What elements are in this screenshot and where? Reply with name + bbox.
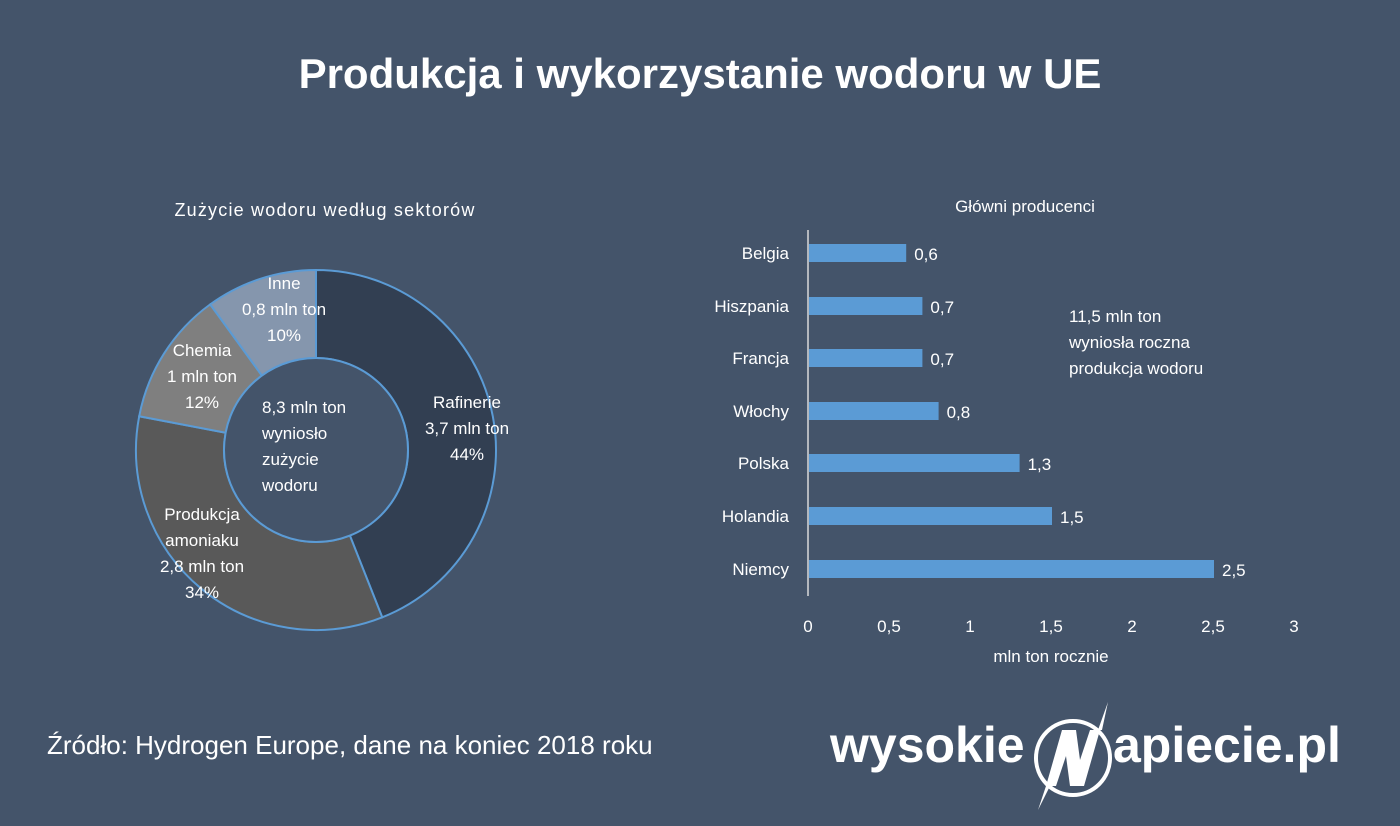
label-amoniak: Produkcja — [164, 505, 240, 524]
category-label: Hiszpania — [714, 297, 789, 316]
label-amoniak-value: 2,8 mln ton — [160, 557, 244, 576]
label-inne-value: 0,8 mln ton — [242, 300, 326, 319]
bar-polska — [809, 454, 1020, 472]
category-label: Belgia — [742, 244, 790, 263]
bar-niemcy — [809, 560, 1214, 578]
lightning-n-circle-icon — [1034, 702, 1112, 810]
label-chemia: Chemia — [173, 341, 232, 360]
x-tick-label: 3 — [1289, 617, 1298, 636]
label-inne: Inne — [267, 274, 300, 293]
label-chemia-value: 1 mln ton — [167, 367, 237, 386]
donut-hole — [223, 357, 409, 543]
x-tick-label: 1,5 — [1039, 617, 1063, 636]
bar-hiszpania — [809, 297, 923, 315]
label-amoniak-pct: 34% — [185, 583, 219, 602]
bar-francja — [809, 349, 923, 367]
value-label: 2,5 — [1222, 561, 1246, 580]
bar-holandia — [809, 507, 1052, 525]
category-label: Polska — [738, 454, 790, 473]
x-axis-title: mln ton rocznie — [993, 647, 1108, 666]
label-rafinerie: Rafinerie — [433, 393, 501, 412]
value-label: 1,5 — [1060, 508, 1084, 527]
donut-chart-title: Zużycie wodoru według sektorów — [174, 200, 476, 220]
logo: wysokie apiecie.pl — [830, 700, 1370, 810]
label-rafinerie-pct: 44% — [450, 445, 484, 464]
logo-text-left: wysokie — [830, 717, 1025, 773]
x-tick-label: 1 — [965, 617, 974, 636]
logo-text-right: apiecie.pl — [1113, 717, 1341, 773]
label-rafinerie-value: 3,7 mln ton — [425, 419, 509, 438]
label-inne-pct: 10% — [267, 326, 301, 345]
category-label: Niemcy — [732, 560, 789, 579]
bar-włochy — [809, 402, 939, 420]
category-label: Francja — [732, 349, 789, 368]
category-label: Włochy — [733, 402, 789, 421]
bar-chart: Belgia 0,6 Hiszpania 0,7 Francja 0,7 Włochy 0,8… — [714, 230, 1299, 666]
value-label: 0,8 — [947, 403, 971, 422]
donut-center-text: zużycie — [262, 450, 319, 469]
x-tick-label: 2,5 — [1201, 617, 1225, 636]
value-label: 0,7 — [930, 298, 954, 317]
x-tick-label: 2 — [1127, 617, 1136, 636]
x-tick-label: 0 — [803, 617, 812, 636]
donut-center-text: wodoru — [261, 476, 318, 495]
bar-belgia — [809, 244, 907, 262]
label-chemia-pct: 12% — [185, 393, 219, 412]
value-label: 1,3 — [1028, 455, 1052, 474]
donut-center-text: wyniosło — [261, 424, 327, 443]
bar-chart-title: Główni producenci — [955, 197, 1095, 216]
page-title: Produkcja i wykorzystanie wodoru w UE — [298, 50, 1102, 97]
source-note: Źródło: Hydrogen Europe, dane na koniec … — [47, 730, 653, 760]
label-amoniak-2: amoniaku — [165, 531, 239, 550]
x-tick-label: 0,5 — [877, 617, 901, 636]
value-label: 0,7 — [930, 350, 954, 369]
donut-center-text: 8,3 mln ton — [262, 398, 346, 417]
production-note: 11,5 mln ton wyniosła roczna produkcja w… — [1069, 307, 1204, 378]
donut-chart: 8,3 mln ton wyniosło zużycie wodoru Rafineri… — [135, 268, 509, 631]
value-label: 0,6 — [914, 245, 938, 264]
category-label: Holandia — [722, 507, 790, 526]
